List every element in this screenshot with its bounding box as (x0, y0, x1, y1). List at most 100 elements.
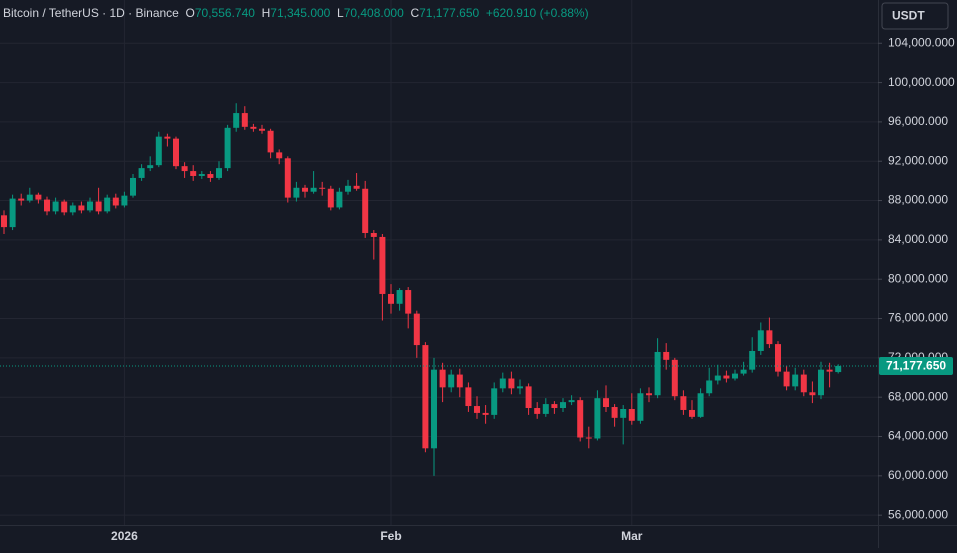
candle-body (147, 165, 154, 169)
candle-body (775, 344, 781, 372)
candle-body (603, 398, 609, 408)
grid (0, 0, 878, 525)
candle-body (422, 345, 429, 449)
symbol-legend: Bitcoin / TetherUS · 1D · Binance O70,55… (3, 6, 589, 20)
candle-body (362, 188, 369, 234)
candle-body (138, 168, 145, 178)
candle-body (293, 187, 300, 198)
ohlc-value: 71,345.000 (270, 6, 331, 20)
candle-body (370, 233, 377, 237)
ohlc-key: C (410, 6, 420, 20)
candle-body (491, 388, 498, 415)
currency-label[interactable]: USDT (892, 9, 925, 23)
candle-body (26, 194, 33, 201)
candle-body (697, 393, 704, 417)
candle-body (413, 313, 420, 346)
candle-body (284, 158, 291, 198)
ohlc-value: 70,408.000 (343, 6, 404, 20)
candle-body (259, 128, 265, 131)
candle-body (783, 371, 790, 387)
candle-body (499, 378, 506, 389)
candle-body (87, 201, 93, 211)
x-tick-label: Mar (621, 529, 643, 543)
candle-body (525, 386, 532, 409)
candle-body (18, 198, 25, 201)
candle-body (766, 330, 773, 345)
candle-body (637, 393, 644, 421)
candle-body (560, 402, 566, 409)
candle-body (310, 187, 317, 192)
candle-body (181, 166, 188, 172)
candle-body (198, 174, 205, 176)
candle-body (379, 236, 386, 294)
y-tick-label: 100,000.000 (888, 75, 955, 89)
candle-body (1, 215, 7, 228)
ohlc-value: 71,177.650 (419, 6, 480, 20)
candle-body (224, 127, 231, 169)
symbol-name: Bitcoin / TetherUS · 1D · Binance (3, 6, 179, 20)
ohlc-value: 70,556.740 (194, 6, 255, 20)
candle-body (190, 171, 197, 176)
candle-body (431, 369, 437, 449)
ohlc-key: H (261, 6, 271, 20)
y-tick-label: 60,000.000 (888, 468, 948, 482)
candle-body (689, 409, 695, 417)
candle-body (620, 408, 627, 418)
candle-body (448, 374, 455, 388)
candle-body (336, 191, 343, 208)
candle-body (568, 400, 575, 403)
y-tick-label: 64,000.000 (888, 429, 948, 443)
candle-body (465, 387, 472, 407)
candle-body (706, 380, 713, 394)
candle-body (508, 378, 515, 389)
y-tick-label: 80,000.000 (888, 271, 948, 285)
y-tick-label: 56,000.000 (888, 507, 948, 521)
candle-body (680, 396, 687, 410)
candle-body (646, 393, 652, 396)
candle-body (835, 365, 842, 373)
y-tick-label: 84,000.000 (888, 232, 948, 246)
candle-body (9, 198, 16, 228)
candle-body (319, 187, 326, 189)
candle-body (121, 195, 128, 206)
candle-body (732, 373, 738, 379)
candle-body (740, 369, 747, 374)
candle-body (44, 199, 50, 212)
candle-body (267, 130, 274, 153)
ohlc-key: L (337, 6, 344, 20)
candle-body (723, 375, 730, 379)
candle-body (594, 398, 601, 439)
x-tick-label: Feb (380, 529, 401, 543)
candle-body (164, 136, 171, 139)
candle-body (233, 113, 240, 128)
candle-body (663, 351, 670, 360)
y-tick-label: 104,000.000 (888, 35, 955, 49)
candle-body (173, 138, 179, 167)
candle-body (327, 188, 334, 208)
candle-body (250, 126, 257, 129)
candle-body (611, 407, 618, 418)
candle-body (345, 185, 351, 192)
candle-body (439, 369, 446, 388)
candle-body (800, 374, 807, 393)
candle-body (112, 197, 119, 206)
candle-body (757, 330, 764, 351)
y-tick-label: 76,000.000 (888, 311, 948, 325)
candle-body (241, 113, 248, 127)
candle-body (95, 201, 102, 212)
candle-body (61, 201, 68, 213)
candle-body (78, 205, 85, 211)
candle-body (35, 194, 42, 200)
candle-body (585, 437, 592, 439)
candle-body (474, 406, 480, 413)
candle-body (577, 400, 584, 438)
last-price-label: 71,177.650 (886, 359, 946, 373)
candle-body (826, 369, 833, 372)
candle-body (542, 404, 549, 414)
candle-body (809, 392, 816, 396)
candle-body (551, 404, 558, 409)
currency-button[interactable] (881, 2, 949, 30)
candle-body (517, 386, 523, 389)
